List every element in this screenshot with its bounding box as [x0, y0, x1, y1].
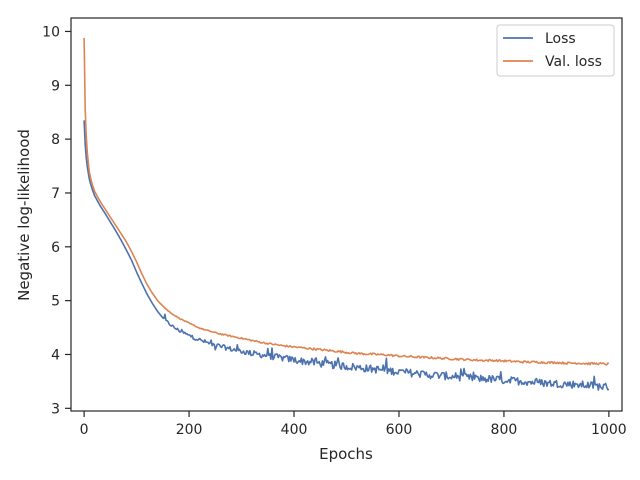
legend: Loss Val. loss — [496, 24, 615, 77]
y-tick-label: 10 — [42, 24, 60, 40]
x-tick-label: 200 — [176, 422, 203, 438]
x-tick-label: 1000 — [591, 422, 627, 438]
series-line-val-loss — [83, 37, 610, 366]
plot-lines — [83, 37, 610, 391]
y-tick-label: 3 — [51, 401, 60, 417]
x-axis-label: Epochs — [319, 445, 373, 463]
axes-box — [70, 17, 623, 412]
legend-label-loss: Loss — [545, 31, 576, 47]
x-axis: 0 200 400 600 800 1000 — [80, 411, 627, 438]
y-tick-label: 4 — [51, 347, 60, 363]
series-line-loss — [83, 120, 610, 391]
y-tick-label: 6 — [51, 240, 60, 256]
y-tick-label: 9 — [51, 78, 60, 94]
y-tick-label: 7 — [51, 186, 60, 202]
legend-label-val-loss: Val. loss — [545, 54, 602, 70]
x-tick-label: 600 — [386, 422, 413, 438]
x-tick-label: 800 — [491, 422, 518, 438]
x-tick-label: 0 — [80, 422, 89, 438]
y-tick-label: 8 — [51, 132, 60, 148]
x-tick-label: 400 — [281, 422, 308, 438]
axes-frame — [70, 17, 623, 412]
y-axis: 3 4 5 6 7 8 9 10 — [42, 24, 71, 417]
y-axis-label: Negative log-likelihood — [15, 129, 33, 301]
y-tick-label: 5 — [51, 294, 60, 310]
